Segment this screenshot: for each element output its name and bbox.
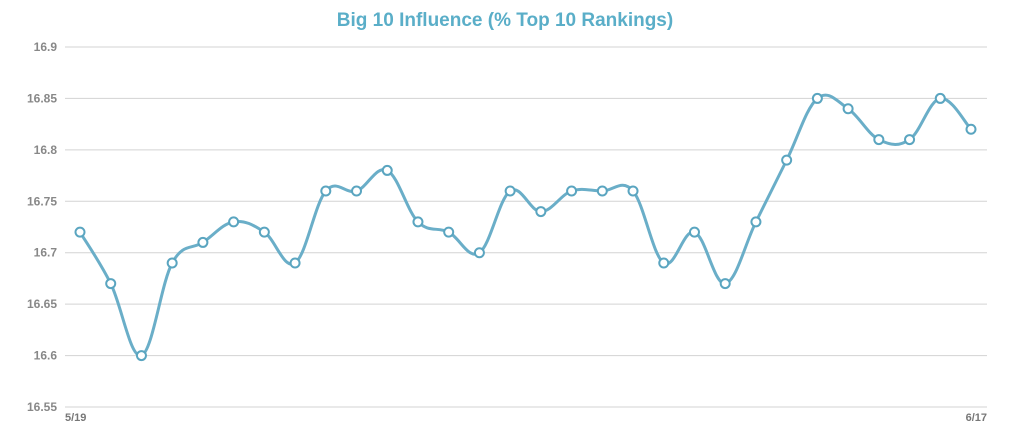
data-point[interactable] [688, 226, 700, 238]
chart-title: Big 10 Influence (% Top 10 Rankings) [336, 10, 674, 31]
data-point[interactable] [74, 226, 86, 238]
data-point[interactable] [566, 185, 578, 197]
data-point[interactable] [135, 350, 147, 362]
data-point[interactable] [719, 278, 731, 290]
data-point[interactable] [381, 164, 393, 176]
y-tick-label: 16.7 [34, 246, 58, 260]
series-layer [78, 93, 973, 358]
y-tick-label: 16.75 [27, 194, 57, 208]
y-tick-label: 16.55 [27, 400, 57, 414]
x-tick-label: 5/19 [65, 412, 86, 424]
y-tick-label: 16.85 [27, 91, 57, 105]
grid-lines [65, 46, 987, 408]
data-point[interactable] [658, 257, 670, 269]
data-point[interactable] [750, 216, 762, 228]
x-tick-label: 6/17 [966, 412, 987, 424]
data-point[interactable] [965, 123, 977, 135]
data-point[interactable] [934, 92, 946, 104]
data-point[interactable] [320, 185, 332, 197]
data-point[interactable] [904, 134, 916, 146]
data-point[interactable] [781, 154, 793, 166]
data-point[interactable] [811, 92, 823, 104]
x-axis-ticks: 5/19 6/17 [65, 412, 987, 424]
data-point[interactable] [443, 226, 455, 238]
y-tick-label: 16.9 [34, 40, 58, 54]
data-point[interactable] [197, 236, 209, 248]
data-point[interactable] [166, 257, 178, 269]
data-point[interactable] [228, 216, 240, 228]
series-line [78, 93, 973, 358]
data-point[interactable] [289, 257, 301, 269]
data-points [74, 92, 977, 362]
data-point[interactable] [535, 206, 547, 218]
data-point[interactable] [351, 185, 363, 197]
data-point[interactable] [258, 226, 270, 238]
data-point[interactable] [412, 216, 424, 228]
data-point[interactable] [596, 185, 608, 197]
data-point[interactable] [627, 185, 639, 197]
data-point[interactable] [873, 134, 885, 146]
data-point[interactable] [842, 103, 854, 115]
y-axis-ticks: 16.55 16.6 16.65 16.7 16.75 16.8 16.85 16.9 [27, 40, 57, 414]
data-point[interactable] [105, 278, 117, 290]
y-tick-label: 16.6 [34, 349, 58, 363]
y-tick-label: 16.65 [27, 297, 57, 311]
data-point[interactable] [504, 185, 516, 197]
data-point[interactable] [473, 247, 485, 259]
y-tick-label: 16.8 [34, 143, 58, 157]
